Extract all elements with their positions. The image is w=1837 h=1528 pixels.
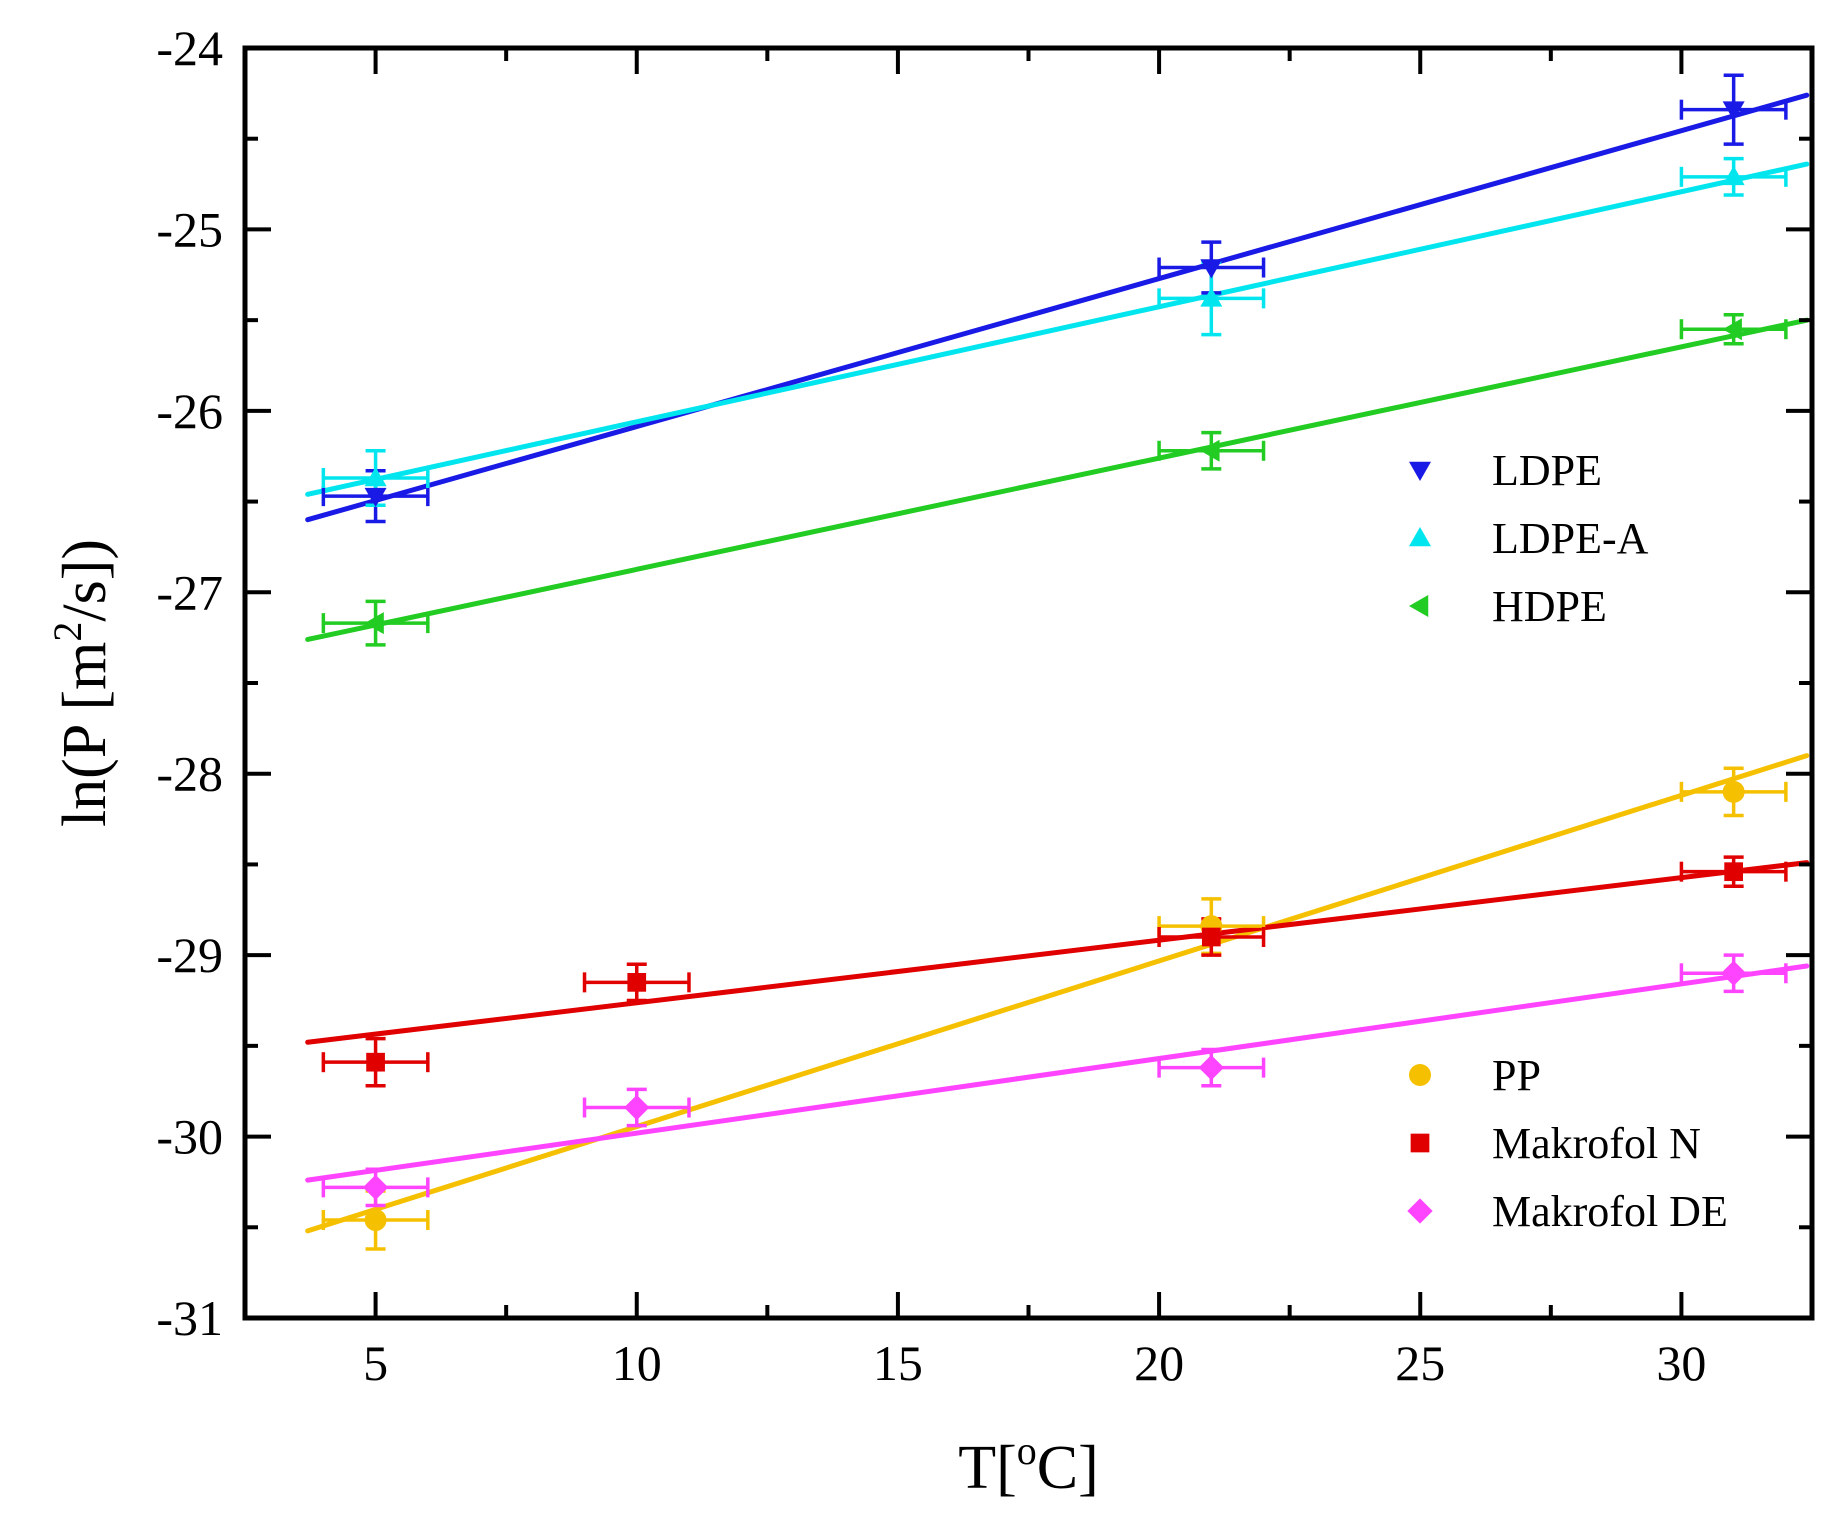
data-markers (362, 101, 1747, 1232)
legend-marker-hdpe (1409, 595, 1429, 617)
data-point-hdpe (364, 612, 384, 635)
legend-label-ldpe-a: LDPE-A (1492, 514, 1649, 563)
legend-item-makrofol-de: Makrofol DE (1407, 1187, 1728, 1236)
data-point-ldpe (1722, 101, 1745, 121)
data-point-hdpe (1200, 439, 1220, 462)
legend-label-hdpe: HDPE (1492, 582, 1607, 631)
legend-label-makrofol-de: Makrofol DE (1492, 1187, 1728, 1236)
data-point-makrofol-n (1724, 862, 1743, 882)
data-point-makrofol-n (366, 1052, 385, 1072)
fit-lines (305, 92, 1810, 1234)
data-point-ldpe-a (1722, 165, 1745, 186)
y-tick-label: -25 (156, 201, 223, 257)
legend-marker-ldpe (1409, 461, 1431, 481)
x-tick-label: 20 (1134, 1335, 1184, 1391)
data-point-ldpe-a (364, 466, 387, 487)
data-point-ldpe (1200, 259, 1223, 279)
fit-line-makrofol-de (305, 963, 1810, 1183)
legend-marker-ldpe-a (1409, 527, 1431, 547)
y-tick-labels: -31 -30 -29 -28 -27 -26 -25 -24 (156, 20, 223, 1346)
data-point-makrofol-de (624, 1094, 650, 1121)
data-point-makrofol-de (1721, 960, 1747, 986)
fit-line-ldpe (305, 92, 1810, 523)
y-tick-label: -27 (156, 564, 223, 620)
x-tick-label: 10 (612, 1335, 662, 1391)
y-tick-label: -31 (156, 1290, 223, 1346)
legend-label-pp: PP (1492, 1051, 1541, 1100)
y-axis-title: ln(P [m2/s]) (45, 539, 119, 827)
data-point-hdpe (1722, 318, 1742, 341)
plot-frame (242, 45, 1815, 1321)
legend-marker-pp (1409, 1064, 1431, 1086)
legend-label-makrofol-n: Makrofol N (1492, 1119, 1701, 1168)
fit-line-makrofol-n (305, 860, 1810, 1045)
x-tick-label: 30 (1656, 1335, 1706, 1391)
y-tick-label: -26 (156, 383, 223, 439)
fit-line-pp (305, 753, 1810, 1234)
data-point-ldpe-a (1200, 287, 1223, 307)
legend-item-hdpe: HDPE (1409, 582, 1607, 631)
x-tick-labels: 5 10 15 20 25 30 (363, 1335, 1706, 1391)
data-point-pp (364, 1209, 387, 1232)
data-point-makrofol-de (1198, 1054, 1224, 1081)
legend-item-ldpe: LDPE (1409, 446, 1602, 495)
fit-line-ldpe-a (305, 161, 1810, 497)
y-tick-label: -30 (156, 1109, 223, 1165)
data-point-makrofol-n (1201, 927, 1221, 947)
legend-item-ldpe-a: LDPE-A (1409, 514, 1649, 563)
data-point-pp (1722, 780, 1745, 803)
y-tick-label: -29 (156, 927, 223, 983)
legend-marker-makrofol-n (1410, 1133, 1430, 1153)
y-tick-label: -28 (156, 746, 223, 802)
data-point-makrofol-n (627, 973, 647, 992)
legend-item-pp: PP (1409, 1051, 1541, 1100)
legend-item-makrofol-n: Makrofol N (1410, 1119, 1701, 1168)
legend-label-ldpe: LDPE (1492, 446, 1602, 495)
fit-line-hdpe (305, 317, 1810, 642)
x-tick-label: 5 (363, 1335, 388, 1391)
x-tick-label: 15 (873, 1335, 923, 1391)
legend: LDPE LDPE-A HDPE PP Makrofol N Makrofol DE (1407, 446, 1728, 1236)
data-point-makrofol-de (362, 1174, 389, 1201)
x-tick-label: 25 (1395, 1335, 1445, 1391)
data-point-ldpe (364, 487, 387, 508)
x-axis-title: T[oC] (958, 1428, 1099, 1502)
y-tick-label: -24 (156, 20, 223, 76)
legend-marker-makrofol-de (1407, 1198, 1433, 1224)
